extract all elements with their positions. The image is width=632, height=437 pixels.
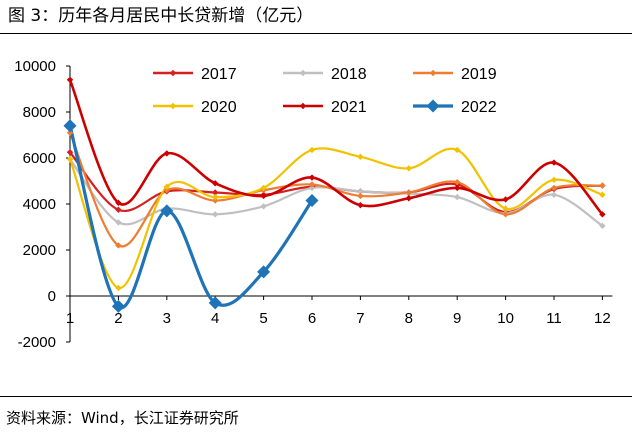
data-point-2020 bbox=[115, 284, 122, 292]
data-point-2019 bbox=[502, 211, 509, 218]
chart-series-markers bbox=[63, 76, 606, 313]
figure-title: 图 3：历年各月居民中长贷新增（亿元） bbox=[8, 6, 314, 26]
legend-marker-2020 bbox=[169, 102, 177, 110]
source-divider bbox=[0, 396, 632, 397]
data-point-2020 bbox=[260, 184, 267, 192]
data-point-2022 bbox=[208, 296, 222, 310]
data-point-2018 bbox=[550, 191, 558, 198]
data-point-2021 bbox=[502, 196, 509, 203]
data-point-2021 bbox=[550, 159, 558, 166]
data-point-2021 bbox=[599, 211, 606, 218]
legend-marker-2018 bbox=[299, 69, 307, 77]
data-point-2019 bbox=[66, 129, 74, 136]
y-tick-label: 2000 bbox=[23, 242, 56, 259]
x-tick-label: 12 bbox=[594, 310, 611, 327]
data-point-2018 bbox=[357, 188, 364, 195]
x-tick-label: 4 bbox=[211, 310, 219, 327]
data-point-2019 bbox=[550, 184, 558, 192]
data-point-2021 bbox=[357, 201, 364, 209]
legend-label-2020: 2020 bbox=[201, 99, 237, 116]
y-tick-label: 8000 bbox=[23, 104, 56, 121]
legend-label-2018: 2018 bbox=[331, 66, 367, 83]
legend-marker-2017 bbox=[169, 69, 177, 77]
legend-marker-2019 bbox=[429, 69, 437, 77]
y-tick-label: 4000 bbox=[23, 196, 56, 213]
data-point-2020 bbox=[163, 183, 170, 190]
data-point-2022 bbox=[111, 299, 125, 313]
x-tick-label: 1 bbox=[66, 310, 74, 327]
data-point-2017 bbox=[212, 189, 219, 196]
data-point-2018 bbox=[308, 184, 316, 192]
data-point-2021 bbox=[66, 76, 74, 83]
x-tick-label: 6 bbox=[308, 310, 316, 327]
data-point-2022 bbox=[257, 265, 271, 279]
legend-label-2022: 2022 bbox=[461, 99, 497, 116]
y-tick-label: -2000 bbox=[18, 334, 56, 351]
data-point-2022 bbox=[160, 204, 174, 218]
x-tick-label: 7 bbox=[356, 310, 364, 327]
data-point-2021 bbox=[115, 199, 122, 207]
data-point-2020 bbox=[357, 153, 364, 161]
x-tick-label: 8 bbox=[405, 310, 413, 327]
x-tick-label: 3 bbox=[163, 310, 171, 327]
data-point-2018 bbox=[599, 222, 606, 230]
data-point-2020 bbox=[212, 193, 219, 201]
data-point-2019 bbox=[357, 192, 364, 200]
data-point-2021 bbox=[260, 192, 267, 200]
title-divider bbox=[0, 33, 632, 34]
data-point-2019 bbox=[115, 242, 122, 249]
data-point-2018 bbox=[454, 193, 461, 201]
x-tick-label: 11 bbox=[546, 310, 562, 327]
data-point-2021 bbox=[405, 195, 412, 202]
y-tick-label: 10000 bbox=[14, 58, 56, 75]
data-point-2020 bbox=[405, 165, 412, 172]
y-tick-label: 6000 bbox=[23, 150, 56, 167]
legend-label-2019: 2019 bbox=[461, 66, 497, 83]
legend-label-2017: 2017 bbox=[201, 66, 237, 83]
data-point-2020 bbox=[66, 155, 74, 163]
legend-marker-2022 bbox=[426, 99, 440, 113]
x-tick-label: 10 bbox=[497, 310, 514, 327]
series-line-2018 bbox=[69, 158, 604, 227]
data-point-2021 bbox=[163, 150, 170, 157]
x-tick-label: 2 bbox=[114, 310, 122, 327]
series-line-2022 bbox=[68, 125, 314, 310]
x-tick-label: 5 bbox=[259, 310, 267, 327]
data-point-2022 bbox=[305, 194, 319, 208]
y-tick-label: 0 bbox=[48, 288, 56, 305]
legend-marker-2021 bbox=[299, 102, 307, 110]
data-point-2021 bbox=[454, 184, 461, 192]
legend-label-2021: 2021 bbox=[331, 99, 367, 116]
data-point-2019 bbox=[163, 187, 170, 194]
data-point-2020 bbox=[308, 146, 316, 154]
data-point-2020 bbox=[550, 176, 558, 184]
data-point-2019 bbox=[454, 178, 461, 186]
data-point-2019 bbox=[405, 189, 412, 196]
source-note: 资料来源：Wind，长江证券研究所 bbox=[6, 409, 239, 427]
data-point-2018 bbox=[115, 219, 122, 226]
x-tick-label: 9 bbox=[453, 310, 461, 327]
data-point-2019 bbox=[308, 181, 316, 188]
chart-legend: 2017 2018 2019 2020 2021 2022 bbox=[153, 66, 497, 116]
data-point-2020 bbox=[599, 191, 606, 198]
series-line-2021 bbox=[68, 79, 604, 216]
data-point-2018 bbox=[212, 211, 219, 218]
data-point-2017 bbox=[115, 206, 122, 213]
data-point-2020 bbox=[502, 205, 509, 212]
data-point-2019 bbox=[599, 182, 606, 189]
data-point-2021 bbox=[212, 180, 219, 187]
data-point-2021 bbox=[308, 174, 316, 181]
data-point-2019 bbox=[212, 197, 219, 204]
data-point-2018 bbox=[260, 203, 267, 210]
data-point-2022 bbox=[63, 119, 77, 133]
data-point-2020 bbox=[454, 146, 461, 154]
